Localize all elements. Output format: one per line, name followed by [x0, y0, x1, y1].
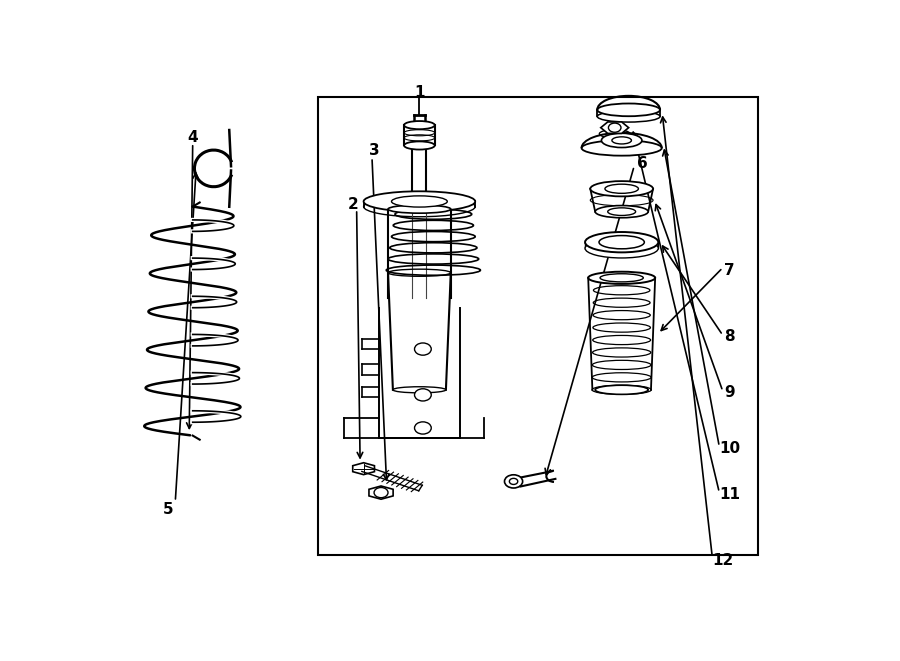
Text: 12: 12 [712, 553, 733, 568]
Text: 8: 8 [724, 329, 735, 344]
Circle shape [415, 389, 431, 401]
Ellipse shape [393, 387, 446, 393]
Polygon shape [601, 122, 628, 134]
Ellipse shape [585, 232, 658, 253]
Text: 7: 7 [724, 262, 735, 278]
Ellipse shape [598, 104, 660, 116]
Ellipse shape [589, 272, 655, 284]
Ellipse shape [600, 274, 644, 282]
Ellipse shape [599, 130, 630, 138]
Ellipse shape [598, 111, 660, 122]
Text: 1: 1 [414, 85, 425, 100]
Circle shape [415, 343, 431, 355]
Text: 11: 11 [719, 486, 741, 502]
Circle shape [505, 475, 523, 488]
Polygon shape [353, 463, 374, 475]
Circle shape [509, 479, 518, 485]
Ellipse shape [608, 208, 635, 215]
Ellipse shape [595, 385, 648, 395]
Ellipse shape [605, 184, 638, 193]
Ellipse shape [364, 191, 475, 212]
Circle shape [374, 488, 388, 498]
Ellipse shape [404, 121, 435, 129]
Ellipse shape [590, 181, 653, 196]
Ellipse shape [404, 141, 435, 149]
Ellipse shape [585, 239, 658, 258]
Ellipse shape [392, 196, 447, 207]
Text: 10: 10 [719, 441, 741, 456]
Ellipse shape [595, 206, 648, 217]
Text: 9: 9 [724, 385, 735, 400]
Ellipse shape [581, 140, 662, 156]
Text: 2: 2 [347, 196, 358, 212]
Ellipse shape [612, 137, 632, 144]
Text: 6: 6 [637, 156, 648, 171]
Text: 3: 3 [369, 143, 380, 158]
Ellipse shape [388, 205, 451, 214]
Circle shape [608, 123, 621, 132]
Bar [319, 97, 758, 555]
Circle shape [415, 422, 431, 434]
Text: 4: 4 [187, 130, 198, 145]
Polygon shape [369, 486, 393, 499]
Ellipse shape [599, 235, 644, 249]
Ellipse shape [601, 134, 642, 147]
Text: 5: 5 [163, 502, 174, 517]
